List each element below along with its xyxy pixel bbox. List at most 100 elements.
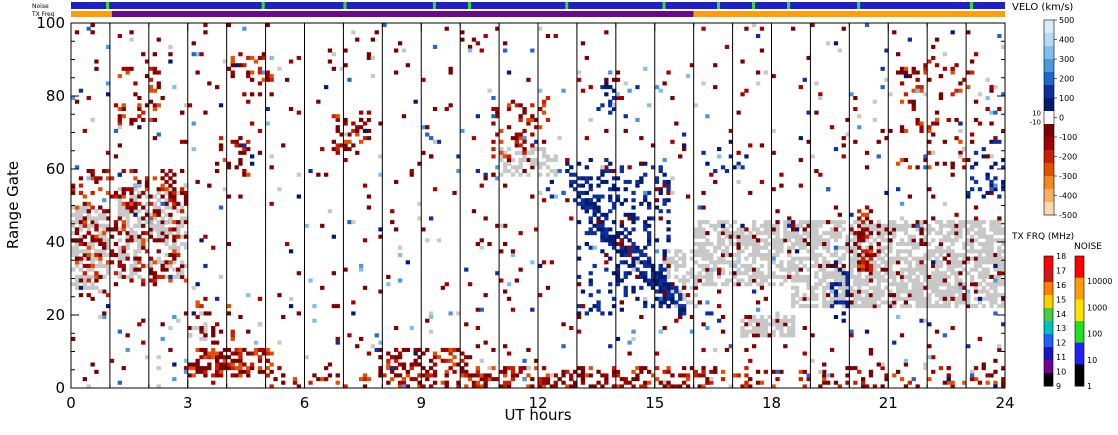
scatter-cell bbox=[288, 59, 294, 64]
scatter-cell bbox=[973, 285, 979, 290]
scatter-cell bbox=[958, 293, 963, 298]
scatter-cell bbox=[868, 274, 874, 279]
scatter-cell bbox=[791, 245, 796, 250]
scatter-cell bbox=[518, 172, 523, 177]
scatter-cell bbox=[767, 271, 772, 276]
scatter-cell bbox=[98, 263, 103, 268]
scatter-cell bbox=[888, 282, 893, 287]
scatter-cell bbox=[541, 377, 547, 382]
scatter-cell bbox=[168, 216, 173, 221]
scatter-cell bbox=[693, 282, 698, 287]
scatter-cell bbox=[611, 238, 617, 243]
scatter-cell bbox=[144, 263, 150, 268]
scatter-cell bbox=[934, 263, 940, 268]
scatter-cell bbox=[822, 304, 827, 309]
scatter-cell bbox=[168, 212, 173, 217]
scatter-cell bbox=[600, 103, 605, 108]
scatter-cell bbox=[1001, 380, 1006, 385]
scatter-cell bbox=[740, 92, 745, 97]
scatter-cell bbox=[576, 274, 582, 279]
scatter-cell bbox=[211, 380, 216, 385]
scatter-cell bbox=[335, 125, 340, 130]
scatter-cell bbox=[611, 242, 617, 247]
scatter-cell bbox=[977, 121, 983, 126]
scatter-cell bbox=[892, 256, 897, 261]
scatter-cell bbox=[518, 114, 523, 119]
scatter-cell bbox=[168, 260, 173, 265]
scatter-cell bbox=[343, 267, 348, 272]
scatter-cell bbox=[413, 347, 418, 352]
scatter-cell bbox=[86, 201, 91, 206]
velocity-tick-label: 100 bbox=[1059, 94, 1074, 103]
scatter-cell bbox=[977, 242, 983, 247]
scatter-cell bbox=[896, 315, 901, 320]
scatter-cell bbox=[160, 176, 165, 181]
scatter-cell bbox=[397, 355, 403, 360]
scatter-cell bbox=[720, 369, 726, 374]
scatter-cell bbox=[129, 169, 134, 174]
scatter-cell bbox=[530, 384, 535, 389]
scatter-cell bbox=[907, 278, 912, 283]
scatter-cell bbox=[78, 267, 84, 272]
scatter-cell bbox=[927, 231, 932, 236]
scatter-cell bbox=[919, 85, 924, 90]
scatter-cell bbox=[117, 187, 122, 192]
scatter-cell bbox=[814, 234, 819, 239]
scatter-cell bbox=[958, 271, 963, 276]
scatter-cell bbox=[510, 158, 516, 163]
scatter-cell bbox=[90, 234, 95, 239]
scatter-cell bbox=[958, 278, 963, 283]
scatter-cell bbox=[997, 271, 1002, 276]
scatter-cell bbox=[931, 263, 936, 268]
scatter-cell bbox=[826, 41, 831, 46]
scatter-cell bbox=[413, 362, 418, 367]
scatter-cell bbox=[794, 285, 800, 290]
scatter-cell bbox=[853, 263, 858, 268]
velocity-color-swatch bbox=[1044, 98, 1054, 112]
scatter-cell bbox=[71, 231, 76, 236]
scatter-cell bbox=[775, 245, 780, 250]
scatter-cell bbox=[966, 344, 971, 349]
scatter-cell bbox=[682, 278, 687, 283]
scatter-cell bbox=[545, 158, 551, 163]
scatter-cell bbox=[250, 351, 255, 356]
scatter-cell bbox=[927, 296, 932, 301]
scatter-cell bbox=[705, 242, 710, 247]
scatter-cell bbox=[230, 74, 235, 79]
scatter-cell bbox=[829, 300, 835, 305]
scatter-cell bbox=[666, 234, 671, 239]
scatter-cell bbox=[658, 263, 663, 268]
scatter-cell bbox=[102, 212, 107, 217]
scatter-cell bbox=[580, 198, 586, 203]
scatter-cell bbox=[141, 242, 146, 247]
scatter-cell bbox=[109, 234, 115, 239]
scatter-cell bbox=[615, 263, 621, 268]
scatter-cell bbox=[857, 238, 862, 243]
scatter-cell bbox=[876, 234, 881, 239]
scatter-cell bbox=[156, 190, 161, 195]
scatter-cell bbox=[156, 274, 161, 279]
scatter-cell bbox=[666, 227, 671, 232]
scatter-cell bbox=[970, 223, 975, 228]
scatter-cell bbox=[530, 117, 535, 122]
scatter-cell bbox=[117, 212, 122, 217]
scatter-cell bbox=[98, 234, 103, 239]
scatter-cell bbox=[861, 260, 866, 265]
scatter-cell bbox=[250, 55, 255, 60]
scatter-cell bbox=[74, 165, 80, 170]
scatter-cell bbox=[257, 81, 263, 86]
scatter-cell bbox=[693, 285, 698, 290]
scatter-cell bbox=[989, 190, 994, 195]
scatter-cell bbox=[172, 172, 177, 177]
scatter-cell bbox=[90, 176, 95, 181]
scatter-cell bbox=[604, 169, 609, 174]
scatter-cell bbox=[168, 44, 173, 49]
scatter-cell bbox=[763, 322, 768, 327]
scatter-cell bbox=[565, 158, 570, 163]
scatter-cell bbox=[650, 143, 656, 148]
scatter-cell bbox=[705, 377, 710, 382]
scatter-cell bbox=[775, 223, 780, 228]
scatter-cell bbox=[888, 220, 893, 225]
scatter-cell bbox=[592, 263, 597, 268]
scatter-cell bbox=[86, 216, 91, 221]
